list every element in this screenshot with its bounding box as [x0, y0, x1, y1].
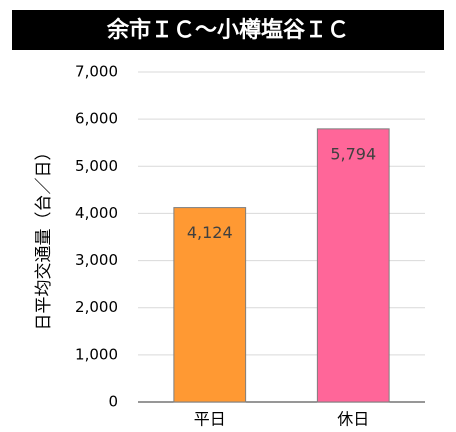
x-tick-label: 休日: [337, 410, 369, 429]
x-tick-label: 平日: [194, 410, 226, 429]
y-tick-label: 0: [108, 393, 118, 411]
y-tick-label: 5,000: [75, 157, 118, 175]
value-label: 4,124: [187, 223, 233, 242]
y-tick-label: 6,000: [75, 110, 118, 128]
bar: [173, 207, 247, 403]
bar: [316, 128, 390, 403]
value-label: 5,794: [330, 144, 376, 163]
y-tick-label: 2,000: [75, 298, 118, 316]
y-tick-label: 3,000: [75, 251, 118, 269]
y-tick-label: 7,000: [75, 63, 118, 81]
y-tick-label: 4,000: [75, 204, 118, 222]
y-axis-label: 日平均交通量（台／日）: [34, 144, 54, 331]
y-tick-label: 1,000: [75, 345, 118, 363]
title-banner: [12, 10, 444, 50]
chart-title: 余市ＩＣ～小樽塩谷ＩＣ: [106, 17, 349, 43]
